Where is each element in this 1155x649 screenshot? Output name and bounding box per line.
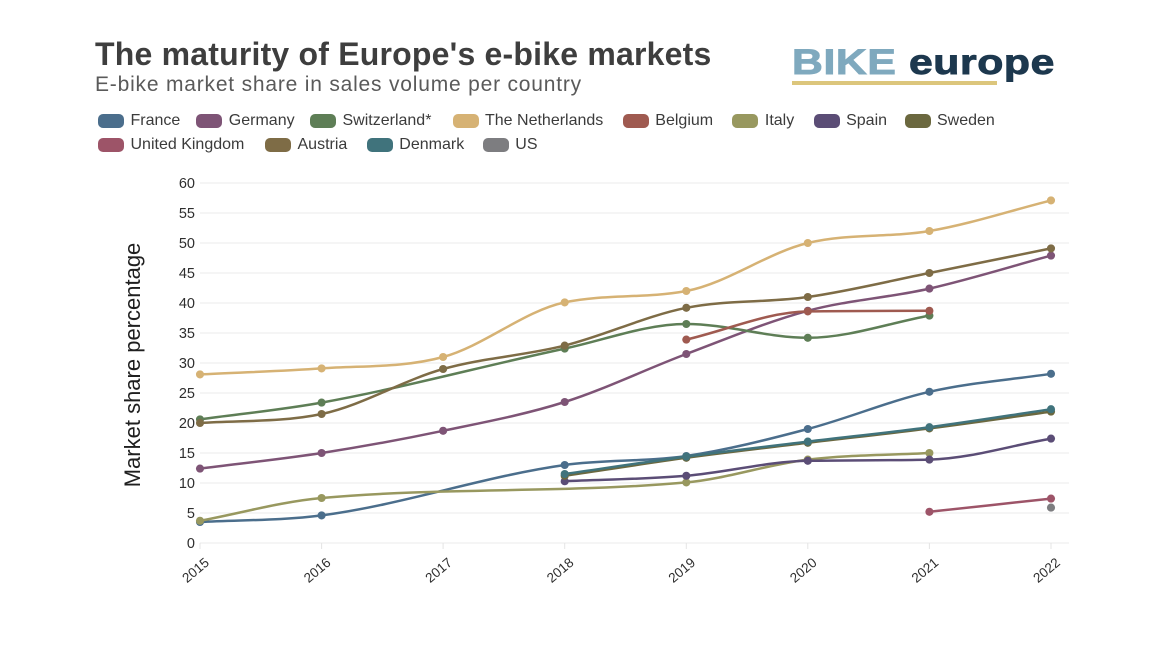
svg-text:50: 50	[179, 236, 195, 252]
svg-text:60: 60	[179, 176, 195, 192]
svg-text:25: 25	[179, 386, 195, 402]
svg-text:35: 35	[179, 326, 195, 342]
svg-text:2021: 2021	[909, 555, 942, 586]
svg-text:2022: 2022	[1030, 555, 1063, 586]
svg-text:2015: 2015	[179, 555, 212, 586]
svg-text:15: 15	[179, 446, 195, 462]
svg-text:2017: 2017	[422, 555, 455, 586]
svg-text:55: 55	[179, 206, 195, 222]
svg-text:30: 30	[179, 356, 195, 372]
svg-text:10: 10	[179, 476, 195, 492]
svg-text:40: 40	[179, 296, 195, 312]
svg-text:20: 20	[179, 416, 195, 432]
svg-text:2019: 2019	[666, 555, 699, 586]
svg-text:2016: 2016	[301, 555, 334, 586]
svg-text:5: 5	[187, 506, 195, 522]
svg-text:2020: 2020	[787, 555, 820, 586]
svg-text:45: 45	[179, 266, 195, 282]
svg-text:Market share percentage: Market share percentage	[120, 243, 145, 488]
svg-text:2018: 2018	[544, 555, 577, 586]
svg-text:0: 0	[187, 536, 195, 552]
